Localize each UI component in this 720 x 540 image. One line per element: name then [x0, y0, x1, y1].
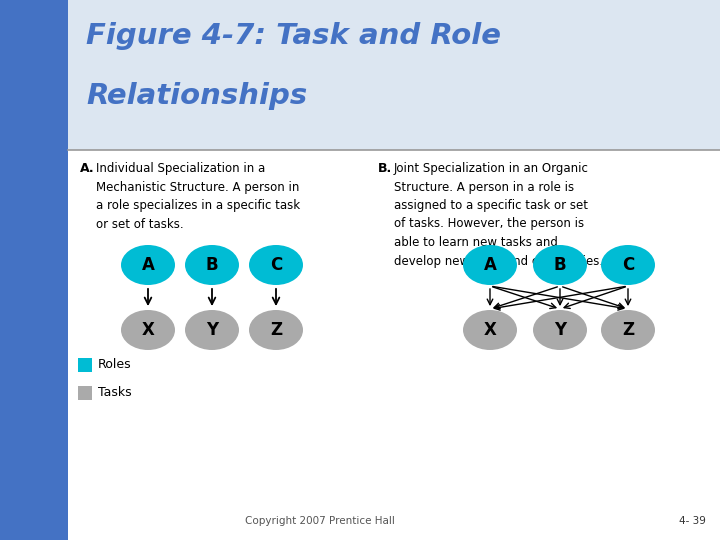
Text: Relationships: Relationships — [86, 82, 307, 110]
Ellipse shape — [185, 310, 239, 350]
Ellipse shape — [601, 310, 655, 350]
Bar — [78, 358, 92, 372]
Text: Individual Specialization in a
Mechanistic Structure. A person in
a role special: Individual Specialization in a Mechanist… — [96, 162, 300, 231]
Ellipse shape — [121, 245, 175, 285]
Text: Figure 4-7: Task and Role: Figure 4-7: Task and Role — [86, 22, 501, 50]
Ellipse shape — [185, 245, 239, 285]
Text: Y: Y — [554, 321, 566, 339]
Ellipse shape — [121, 310, 175, 350]
Ellipse shape — [463, 245, 517, 285]
Ellipse shape — [249, 245, 303, 285]
Text: Z: Z — [270, 321, 282, 339]
Text: Joint Specialization in an Organic
Structure. A person in a role is
assigned to : Joint Specialization in an Organic Struc… — [394, 162, 603, 267]
Text: Z: Z — [622, 321, 634, 339]
Text: A: A — [484, 256, 496, 274]
Ellipse shape — [601, 245, 655, 285]
Text: Copyright 2007 Prentice Hall: Copyright 2007 Prentice Hall — [245, 516, 395, 526]
Text: B: B — [554, 256, 567, 274]
Text: X: X — [484, 321, 496, 339]
Bar — [68, 0, 720, 150]
Text: B.: B. — [378, 162, 392, 175]
Text: C: C — [622, 256, 634, 274]
Text: A: A — [142, 256, 154, 274]
Bar — [78, 386, 92, 400]
Text: A.: A. — [80, 162, 94, 175]
Ellipse shape — [463, 310, 517, 350]
Text: Y: Y — [206, 321, 218, 339]
Ellipse shape — [533, 245, 587, 285]
Text: Roles: Roles — [98, 359, 132, 372]
Text: 4- 39: 4- 39 — [679, 516, 706, 526]
Bar — [0, 0, 68, 540]
Text: B: B — [206, 256, 218, 274]
Ellipse shape — [249, 310, 303, 350]
Text: X: X — [142, 321, 154, 339]
Text: C: C — [270, 256, 282, 274]
Ellipse shape — [533, 310, 587, 350]
Text: Tasks: Tasks — [98, 387, 132, 400]
